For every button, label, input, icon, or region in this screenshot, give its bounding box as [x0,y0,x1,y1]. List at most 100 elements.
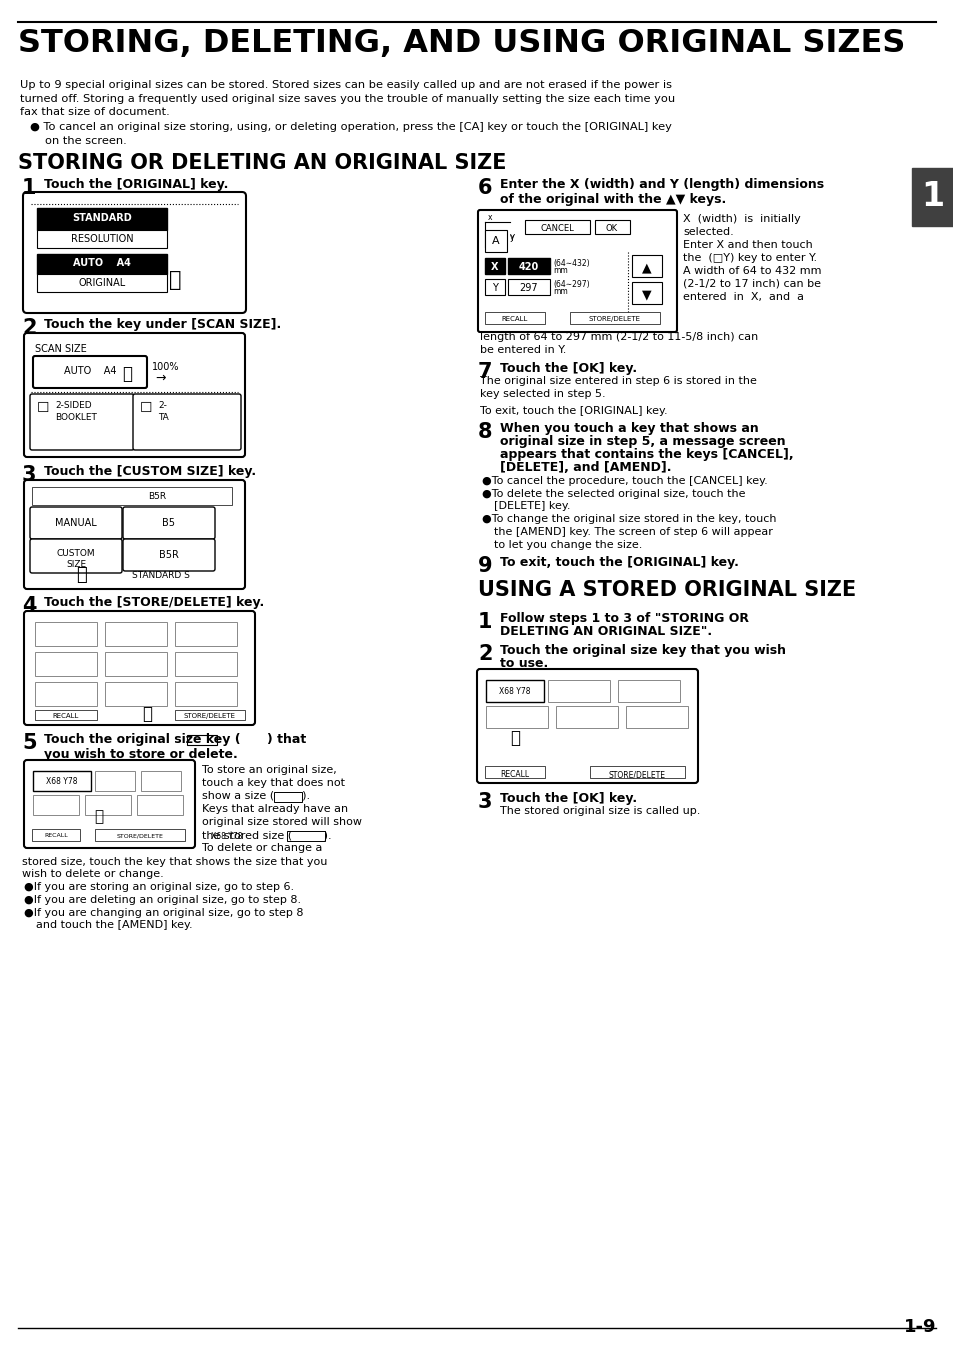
Text: To exit, touch the [ORIGINAL] key.: To exit, touch the [ORIGINAL] key. [479,407,667,416]
Text: RECALL: RECALL [52,713,79,719]
Text: x: x [488,213,492,222]
Text: B5: B5 [162,517,175,528]
Text: Enter X and then touch: Enter X and then touch [682,240,812,250]
FancyBboxPatch shape [123,507,214,539]
Text: 7: 7 [477,362,492,382]
Text: ☐: ☐ [140,401,152,415]
Text: Follow steps 1 to 3 of "STORING OR: Follow steps 1 to 3 of "STORING OR [499,612,748,626]
Bar [37,657,95,674]
Bar [484,280,504,295]
FancyBboxPatch shape [477,209,677,332]
Text: original size stored will show: original size stored will show [202,817,361,827]
Bar [484,258,504,274]
Bar [177,686,234,704]
Bar [174,711,245,720]
Text: X  (width)  is  initially: X (width) is initially [682,213,800,224]
Text: Up to 9 special original sizes can be stored. Stored sizes can be easily called : Up to 9 special original sizes can be st… [20,80,675,118]
Text: 100%: 100% [152,362,179,372]
Bar [484,312,544,324]
Text: entered  in  X,  and  a: entered in X, and a [682,292,803,303]
Bar [485,707,547,728]
Text: 👉: 👉 [169,270,181,290]
Bar [625,707,687,728]
Text: MANUAL: MANUAL [55,517,97,528]
Text: 2: 2 [22,317,36,338]
Text: Touch the original size key that you wish: Touch the original size key that you wis… [499,644,785,657]
Text: B5R: B5R [148,492,166,501]
Text: Touch the [STORE/DELETE] key.: Touch the [STORE/DELETE] key. [44,596,264,609]
Bar [484,766,544,778]
Text: ●To cancel the procedure, touch the [CANCEL] key.: ●To cancel the procedure, touch the [CAN… [481,476,767,486]
Text: 👉: 👉 [510,730,519,747]
Text: 4: 4 [22,596,36,616]
Bar [547,680,609,703]
Bar [619,684,678,700]
Text: ●If you are storing an original size, go to step 6.: ●If you are storing an original size, go… [24,882,294,892]
Bar [87,798,129,813]
Text: Touch the original size key (      ) that: Touch the original size key ( ) that [44,734,306,746]
Text: 297: 297 [519,282,537,293]
Text: 👉: 👉 [94,809,104,824]
FancyBboxPatch shape [30,539,122,573]
Text: STORE/DELETE: STORE/DELETE [116,834,163,838]
Text: 6: 6 [477,178,492,199]
Bar [177,657,234,674]
Text: the [AMEND] key. The screen of step 6 will appear: the [AMEND] key. The screen of step 6 wi… [494,527,772,536]
Bar [105,682,167,707]
FancyBboxPatch shape [24,332,245,457]
Text: RECALL: RECALL [44,834,68,838]
Bar [174,621,236,646]
Text: When you touch a key that shows an: When you touch a key that shows an [499,422,758,435]
Text: 👉: 👉 [76,566,88,584]
Text: The original size entered in step 6 is stored in the: The original size entered in step 6 is s… [479,376,756,386]
Text: STANDARD: STANDARD [72,213,132,223]
Text: OK: OK [605,224,618,232]
Text: AUTO    A4: AUTO A4 [64,366,116,376]
Bar [139,798,181,813]
Text: AUTO    A4: AUTO A4 [73,258,131,267]
Text: 2-SIDED
BOOKLET: 2-SIDED BOOKLET [55,401,97,422]
Text: 2-
TA: 2- TA [158,401,169,422]
FancyBboxPatch shape [24,480,245,589]
Bar [37,686,95,704]
Text: Touch the [OK] key.: Touch the [OK] key. [499,362,637,376]
Text: Touch the [ORIGINAL] key.: Touch the [ORIGINAL] key. [44,178,228,190]
Text: To exit, touch the [ORIGINAL] key.: To exit, touch the [ORIGINAL] key. [499,557,739,569]
Text: Y: Y [509,234,514,243]
FancyBboxPatch shape [30,394,133,450]
Text: Y: Y [492,282,497,293]
Text: 8: 8 [477,422,492,442]
Text: (2-1/2 to 17 inch) can be: (2-1/2 to 17 inch) can be [682,280,821,289]
Text: Keys that already have an: Keys that already have an [202,804,348,815]
Bar [569,312,659,324]
Text: length of 64 to 297 mm (2-1/2 to 11-5/8 inch) can: length of 64 to 297 mm (2-1/2 to 11-5/8 … [479,332,758,342]
Text: be entered in Y.: be entered in Y. [479,345,566,355]
Text: STORE/DELETE: STORE/DELETE [184,713,235,719]
Bar [32,486,232,505]
Text: 3: 3 [22,465,36,485]
Text: 1-9: 1-9 [902,1319,935,1336]
Bar [595,220,629,234]
Text: mm: mm [553,286,567,296]
FancyBboxPatch shape [23,192,246,313]
Bar [177,626,234,644]
Text: X68 Y78: X68 Y78 [211,832,242,842]
Text: 👉: 👉 [142,705,152,723]
Text: stored size, touch the key that shows the size that you: stored size, touch the key that shows th… [22,857,327,867]
Bar [37,626,95,644]
Text: CUSTOM
SIZE: CUSTOM SIZE [56,549,95,569]
Text: the  (□Y) key to enter Y.: the (□Y) key to enter Y. [682,253,817,263]
Text: Enter the X (width) and Y (length) dimensions: Enter the X (width) and Y (length) dimen… [499,178,823,190]
Bar [558,711,616,725]
Bar [37,254,167,274]
Bar [631,255,661,277]
Text: mm: mm [553,266,567,276]
Bar [37,230,167,249]
Bar [484,230,506,253]
Text: on the screen.: on the screen. [45,136,127,146]
Text: STORE/DELETE: STORE/DELETE [608,770,665,780]
Text: RECALL: RECALL [500,770,529,780]
FancyBboxPatch shape [24,611,254,725]
Text: original size in step 5, a message screen: original size in step 5, a message scree… [499,435,785,449]
Text: 420: 420 [518,262,538,272]
